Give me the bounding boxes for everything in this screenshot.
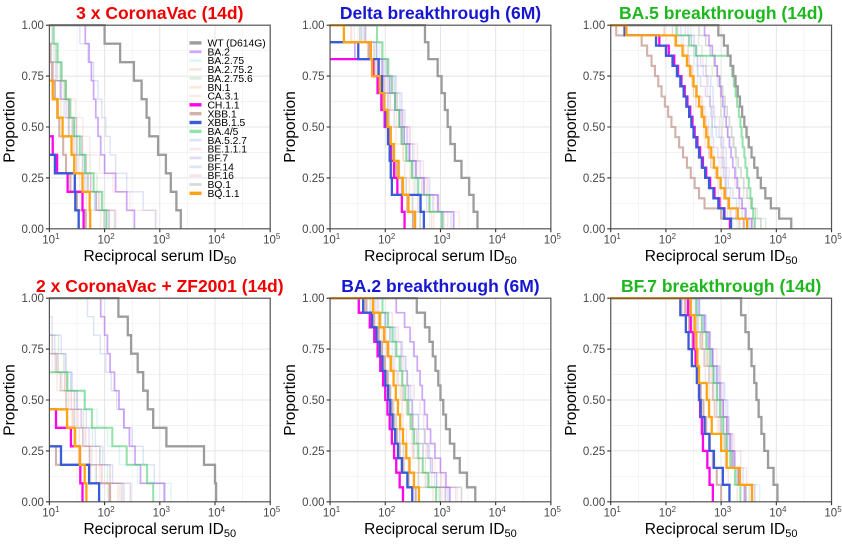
svg-text:Proportion: Proportion xyxy=(2,364,19,436)
svg-text:Reciprocal serum ID50: Reciprocal serum ID50 xyxy=(83,248,236,267)
svg-text:0.50: 0.50 xyxy=(22,122,44,134)
svg-text:Proportion: Proportion xyxy=(2,91,19,163)
svg-text:BN.1: BN.1 xyxy=(208,83,231,94)
svg-text:0.50: 0.50 xyxy=(583,122,605,134)
svg-text:BA.2: BA.2 xyxy=(208,47,231,58)
svg-text:0.75: 0.75 xyxy=(22,71,44,83)
svg-text:1.00: 1.00 xyxy=(302,293,324,305)
svg-text:Reciprocal serum ID50: Reciprocal serum ID50 xyxy=(645,248,798,267)
svg-text:0.00: 0.00 xyxy=(22,497,44,509)
svg-text:0.25: 0.25 xyxy=(302,446,324,458)
svg-text:BQ.1.1: BQ.1.1 xyxy=(208,189,240,200)
svg-text:0.75: 0.75 xyxy=(22,344,44,356)
svg-text:0.75: 0.75 xyxy=(302,344,324,356)
svg-text:BA.2.75: BA.2.75 xyxy=(208,56,245,67)
svg-text:0.75: 0.75 xyxy=(302,71,324,83)
svg-text:BF.7 breakthrough (14d): BF.7 breakthrough (14d) xyxy=(621,276,821,296)
svg-text:BF.7: BF.7 xyxy=(208,154,229,165)
svg-text:0.00: 0.00 xyxy=(22,224,44,236)
svg-text:Reciprocal serum ID50: Reciprocal serum ID50 xyxy=(364,248,517,267)
svg-text:0.50: 0.50 xyxy=(302,122,324,134)
svg-text:CA.3.1: CA.3.1 xyxy=(208,92,240,103)
svg-text:0.25: 0.25 xyxy=(583,173,605,185)
svg-text:BE.1.1.1: BE.1.1.1 xyxy=(208,145,248,156)
svg-text:BA.2.75.6: BA.2.75.6 xyxy=(208,74,253,85)
svg-text:3 x CoronaVac (14d): 3 x CoronaVac (14d) xyxy=(76,3,243,23)
svg-text:BA.2 breakthrough (6M): BA.2 breakthrough (6M) xyxy=(341,276,539,296)
svg-text:CH.1.1: CH.1.1 xyxy=(208,100,240,111)
svg-text:BA.2.75.2: BA.2.75.2 xyxy=(208,65,253,76)
svg-text:XBB.1: XBB.1 xyxy=(208,109,237,120)
svg-text:0.50: 0.50 xyxy=(583,395,605,407)
svg-text:1.00: 1.00 xyxy=(22,293,44,305)
svg-text:0.00: 0.00 xyxy=(302,497,324,509)
svg-text:Proportion: Proportion xyxy=(282,91,299,163)
svg-text:Proportion: Proportion xyxy=(282,364,299,436)
svg-text:0.75: 0.75 xyxy=(583,344,605,356)
svg-text:0.25: 0.25 xyxy=(583,446,605,458)
svg-text:Proportion: Proportion xyxy=(563,91,580,163)
svg-text:BA.5 breakthrough (14d): BA.5 breakthrough (14d) xyxy=(619,3,823,23)
svg-text:WT (D614G): WT (D614G) xyxy=(208,39,266,50)
svg-text:2 x CoronaVac + ZF2001 (14d): 2 x CoronaVac + ZF2001 (14d) xyxy=(36,276,284,296)
svg-text:0.75: 0.75 xyxy=(583,71,605,83)
svg-text:Delta breakthrough (6M): Delta breakthrough (6M) xyxy=(340,3,541,23)
svg-text:1.00: 1.00 xyxy=(22,20,44,32)
svg-text:0.50: 0.50 xyxy=(302,395,324,407)
svg-text:1.00: 1.00 xyxy=(302,20,324,32)
svg-text:1.00: 1.00 xyxy=(583,20,605,32)
svg-text:BF.16: BF.16 xyxy=(208,171,235,182)
svg-text:BA.5.2.7: BA.5.2.7 xyxy=(208,136,248,147)
svg-text:Reciprocal serum ID50: Reciprocal serum ID50 xyxy=(645,521,798,540)
svg-text:0.25: 0.25 xyxy=(22,446,44,458)
svg-text:0.25: 0.25 xyxy=(302,173,324,185)
svg-text:BA.4/5: BA.4/5 xyxy=(208,127,239,138)
svg-text:BF.14: BF.14 xyxy=(208,162,235,173)
svg-text:0.00: 0.00 xyxy=(302,224,324,236)
svg-text:Reciprocal serum ID50: Reciprocal serum ID50 xyxy=(364,521,517,540)
svg-text:0.50: 0.50 xyxy=(22,395,44,407)
svg-text:0.00: 0.00 xyxy=(583,497,605,509)
svg-text:BQ.1: BQ.1 xyxy=(208,180,232,191)
svg-text:Proportion: Proportion xyxy=(563,364,580,436)
svg-text:0.25: 0.25 xyxy=(22,173,44,185)
svg-text:Reciprocal serum ID50: Reciprocal serum ID50 xyxy=(83,521,236,540)
svg-text:1.00: 1.00 xyxy=(583,293,605,305)
svg-text:0.00: 0.00 xyxy=(583,224,605,236)
svg-text:XBB.1.5: XBB.1.5 xyxy=(208,118,246,129)
